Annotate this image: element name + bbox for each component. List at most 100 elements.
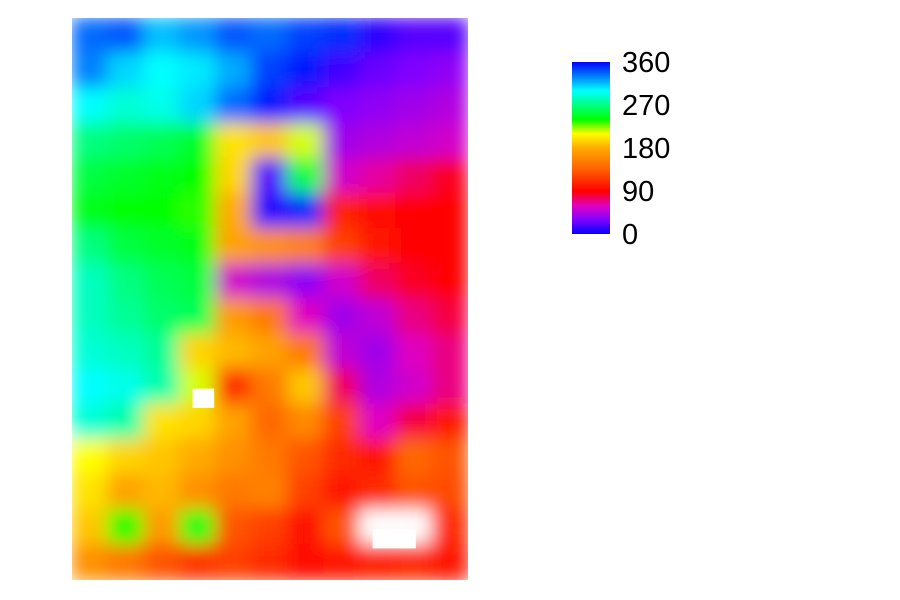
heatmap-cell: [287, 227, 325, 265]
heatmap-cell: [107, 438, 145, 476]
heatmap-cell: [323, 473, 361, 511]
heatmap-cell: [431, 157, 468, 195]
heatmap-cell: [395, 298, 433, 336]
heatmap-cell: [359, 298, 397, 336]
colorbar: 360 270 180 90 0: [572, 47, 670, 251]
heatmap-cell: [323, 368, 361, 406]
heatmap-cell: [431, 543, 468, 580]
heatmap-cell: [359, 52, 397, 90]
heatmap-cell: [143, 543, 181, 580]
heatmap-cell: [107, 543, 145, 580]
heatmap-cell: [431, 192, 468, 230]
colorbar-gradient: [572, 62, 610, 234]
heatmap-cell: [287, 473, 325, 511]
heatmap-cell: [179, 87, 217, 125]
heatmap-cell: [107, 333, 145, 371]
heatmap-cell: [179, 18, 217, 55]
heatmap-cell: [72, 368, 109, 406]
heatmap-cell: [179, 508, 217, 546]
heatmap-cell: [72, 508, 109, 546]
heatmap-cell: [287, 157, 325, 195]
heatmap-cell: [251, 192, 289, 230]
heatmap-cell: [251, 18, 289, 55]
heatmap-cell: [179, 52, 217, 90]
heatmap-cell: [143, 368, 181, 406]
heatmap-cell: [143, 333, 181, 371]
heatmap-cell: [359, 87, 397, 125]
heatmap-cell: [251, 157, 289, 195]
heatmap-cell: [431, 438, 468, 476]
heatmap-cell: [395, 438, 433, 476]
heatmap-cell: [431, 508, 468, 546]
heatmap-cell: [107, 403, 145, 441]
heatmap-cell: [431, 18, 468, 55]
heatmap-cell: [215, 543, 253, 580]
heatmap-cell: [72, 473, 109, 511]
colorbar-tick-label: 270: [622, 90, 670, 122]
heatmap-cell: [143, 262, 181, 301]
heatmap-cell: [395, 333, 433, 371]
nodata-region: [192, 388, 215, 408]
heatmap-cell: [251, 543, 289, 580]
heatmap-cell: [287, 403, 325, 441]
heatmap-cell: [431, 87, 468, 125]
heatmap-cell: [143, 227, 181, 265]
heatmap-cell: [287, 192, 325, 230]
heatmap-cell: [179, 403, 217, 441]
heatmap-cell: [359, 262, 397, 301]
heatmap-cell: [251, 438, 289, 476]
heatmap-cell: [179, 192, 217, 230]
heatmap-cell: [107, 262, 145, 301]
colorbar-ticks: 360 270 180 90 0: [622, 47, 670, 251]
heatmap-cell: [215, 438, 253, 476]
heatmap-cell: [251, 508, 289, 546]
heatmap-cell: [215, 122, 253, 160]
heatmap-cell: [431, 52, 468, 90]
heatmap-cell: [179, 473, 217, 511]
colorbar-tick-label: 180: [622, 133, 670, 165]
heatmap-cell: [143, 473, 181, 511]
heatmap-cell: [72, 18, 109, 55]
heatmap-cell: [395, 192, 433, 230]
heatmap-cell: [143, 192, 181, 230]
heatmap-cell: [323, 508, 361, 546]
heatmap-cell: [287, 298, 325, 336]
heatmap-cell: [251, 368, 289, 406]
colorbar-tick-label: 90: [622, 176, 654, 208]
heatmap-cell: [107, 87, 145, 125]
heatmap-cell: [359, 473, 397, 511]
heatmap-cell: [107, 157, 145, 195]
heatmap-cell: [107, 227, 145, 265]
heatmap-cell: [395, 262, 433, 301]
heatmap-cell: [359, 122, 397, 160]
heatmap-cell: [287, 18, 325, 55]
heatmap-cell: [287, 543, 325, 580]
heatmap-cell: [323, 438, 361, 476]
heatmap-cell: [107, 18, 145, 55]
heatmap-cell: [179, 262, 217, 301]
heatmap-cell: [107, 52, 145, 90]
heatmap-cell: [215, 87, 253, 125]
heatmap-cell: [395, 473, 433, 511]
heatmap-cell: [323, 87, 361, 125]
heatmap-cell: [395, 368, 433, 406]
heatmap-cell: [143, 403, 181, 441]
heatmap-cell: [323, 403, 361, 441]
heatmap-cell: [251, 227, 289, 265]
heatmap-cell: [143, 18, 181, 55]
heatmap-cell: [287, 438, 325, 476]
heatmap-cell: [72, 122, 109, 160]
heatmap-cell: [107, 473, 145, 511]
heatmap-cell: [323, 52, 361, 90]
heatmap-cell: [323, 18, 361, 55]
heatmap-cell: [251, 122, 289, 160]
nodata-region: [372, 529, 416, 549]
heatmap-cell: [251, 87, 289, 125]
heatmap-cell: [431, 298, 468, 336]
heatmap-cell: [215, 473, 253, 511]
heatmap-cell: [431, 368, 468, 406]
heatmap-cell: [323, 122, 361, 160]
heatmap-cell: [179, 333, 217, 371]
heatmap-cell: [215, 262, 253, 301]
